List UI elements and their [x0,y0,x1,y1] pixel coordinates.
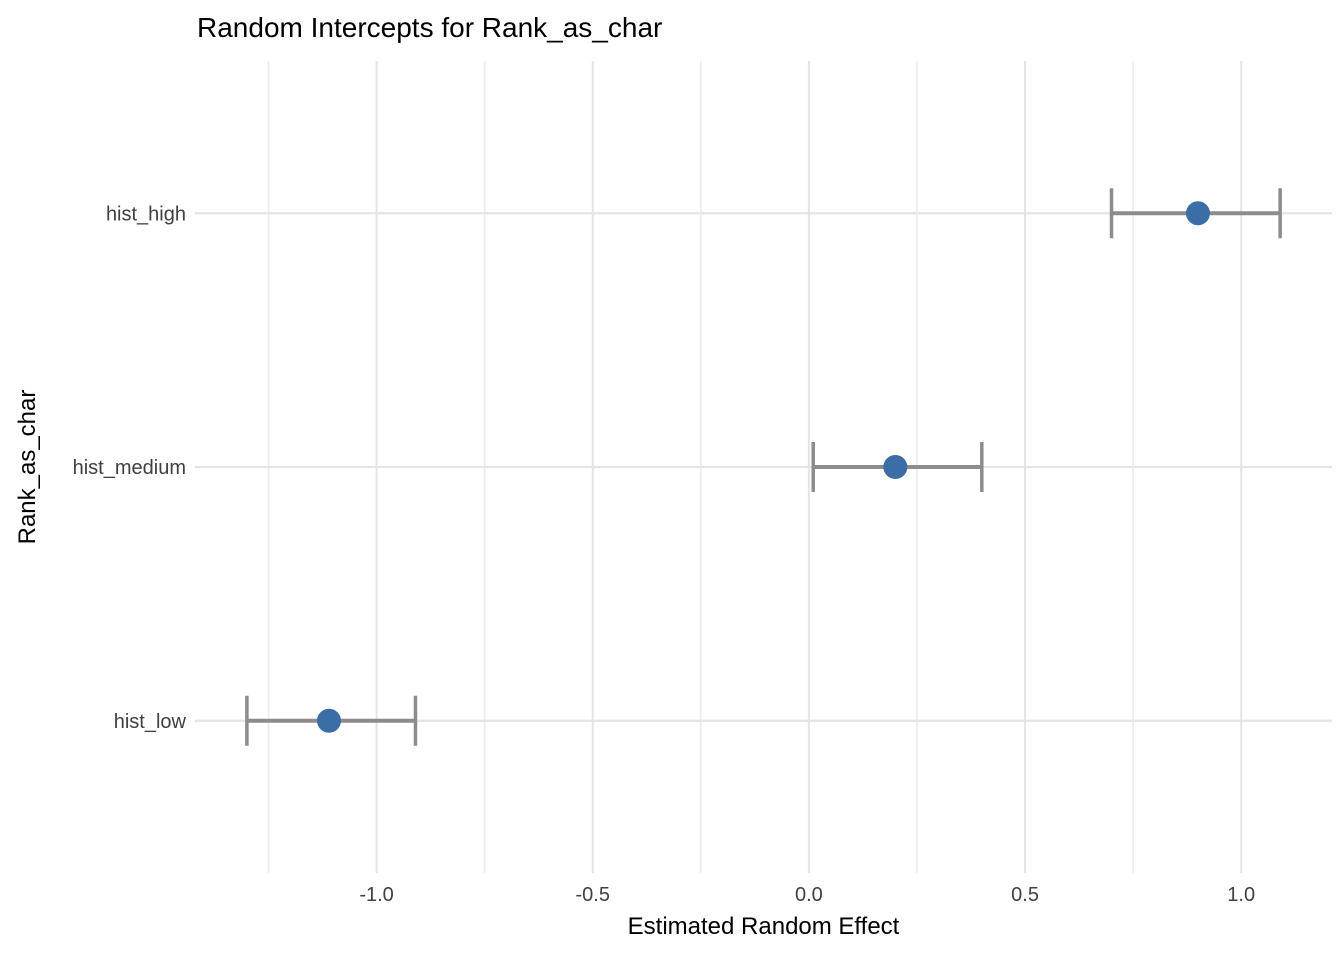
y-category-label: hist_low [114,711,187,733]
x-tick-label: 1.0 [1227,884,1255,906]
estimate-point [317,708,342,733]
estimate-point [883,455,908,479]
chart-title: Random Intercepts for Rank_as_char [197,12,663,43]
x-tick-label: 0.5 [1011,884,1039,906]
y-category-label: hist_high [106,203,186,225]
y-category-label: hist_medium [73,457,186,479]
x-tick-label: 0.0 [795,884,823,906]
estimate-point [1185,201,1210,226]
x-tick-label: -0.5 [575,884,609,906]
x-tick-label: -1.0 [359,884,393,906]
x-axis-title: Estimated Random Effect [627,913,900,940]
